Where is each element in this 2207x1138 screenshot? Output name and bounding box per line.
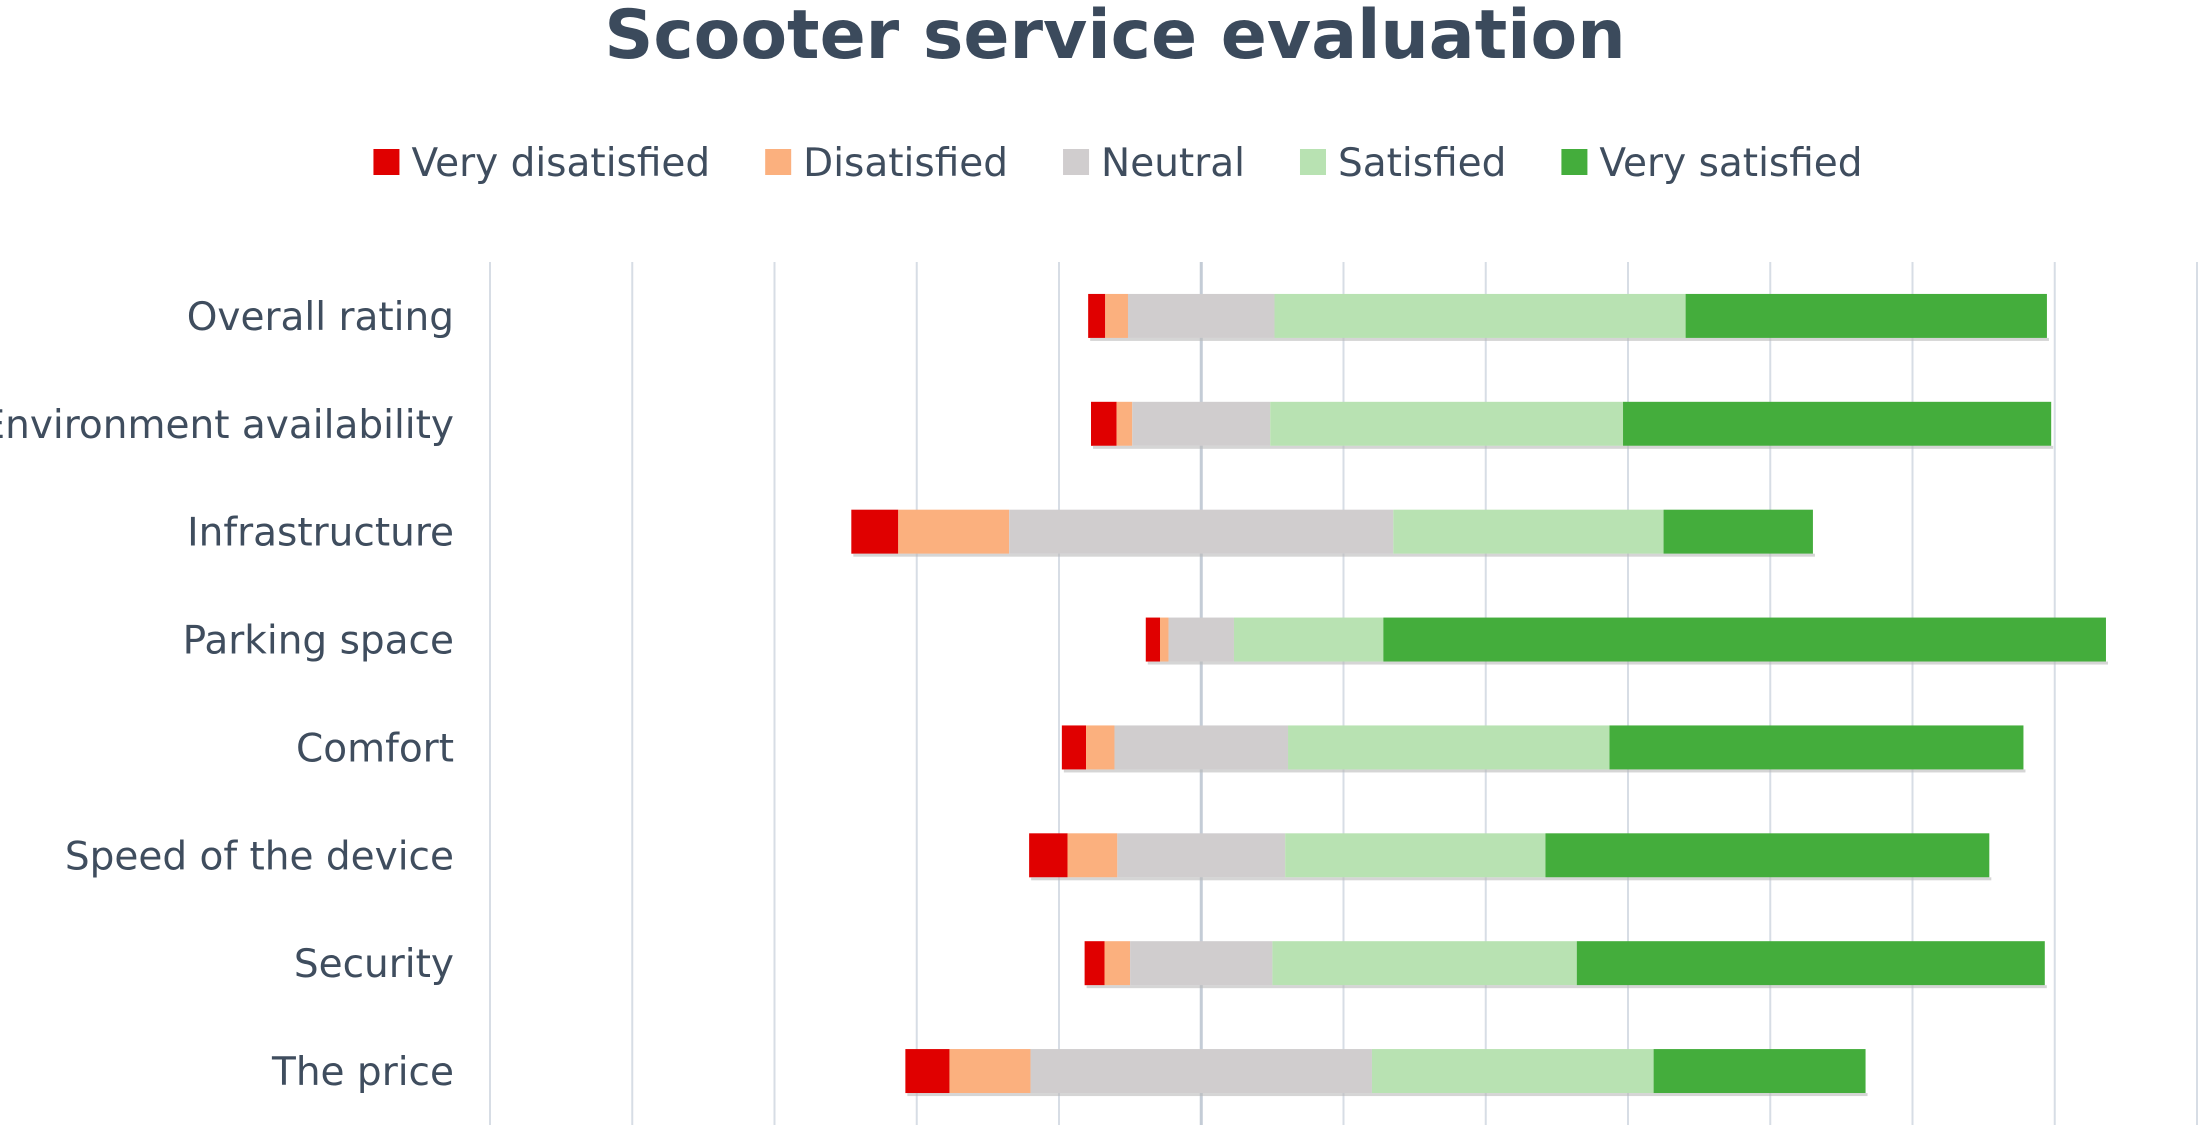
legend: Very disatisfied Disatisfied Neutral Satisf… bbox=[373, 141, 1863, 186]
legend-item: Satisfied bbox=[1299, 141, 1506, 186]
bar-segment-very-satisfied bbox=[1663, 509, 1813, 554]
bar-segment-very-disatisfied bbox=[1145, 617, 1160, 662]
bar-segment-very-disatisfied bbox=[1088, 293, 1106, 338]
legend-label: Very satisfied bbox=[1599, 141, 1862, 186]
bar-segment-satisfied bbox=[1371, 1049, 1654, 1094]
bar-row bbox=[851, 509, 1815, 557]
legend-swatch bbox=[765, 149, 792, 175]
bars bbox=[851, 293, 2108, 1097]
bar-row bbox=[1084, 941, 2047, 989]
bar-segment-disatisfied bbox=[1086, 725, 1115, 770]
bar-shadow bbox=[907, 1093, 1868, 1097]
bar-segment-satisfied bbox=[1285, 833, 1546, 878]
bar-segment-very-satisfied bbox=[1653, 1049, 1866, 1094]
category-label: Comfort bbox=[296, 726, 454, 771]
legend-swatch bbox=[1299, 149, 1326, 175]
legend-label: Disatisfied bbox=[803, 141, 1008, 186]
bar-segment-very-disatisfied bbox=[1091, 401, 1117, 446]
bar-segment-very-satisfied bbox=[1383, 617, 2106, 662]
bar-segment-very-satisfied bbox=[1609, 725, 2024, 770]
bar-segment-neutral bbox=[1130, 941, 1273, 986]
legend-label: Very disatisfied bbox=[411, 141, 710, 186]
bar-segment-very-disatisfied bbox=[905, 1049, 950, 1094]
bar-segment-neutral bbox=[1009, 509, 1394, 554]
bar-segment-very-satisfied bbox=[1576, 941, 2045, 986]
bar-segment-very-satisfied bbox=[1685, 293, 2047, 338]
legend-item: Disatisfied bbox=[765, 141, 1008, 186]
bar-segment-neutral bbox=[1168, 617, 1234, 662]
bar-segment-disatisfied bbox=[1116, 401, 1133, 446]
gridlines bbox=[489, 262, 2198, 1125]
bar-segment-very-satisfied bbox=[1545, 833, 1990, 878]
bar-segment-satisfied bbox=[1393, 509, 1664, 554]
bar-row bbox=[1145, 617, 2108, 665]
bar-shadow bbox=[1086, 985, 2047, 989]
bar-segment-very-disatisfied bbox=[1061, 725, 1087, 770]
bar-segment-neutral bbox=[1127, 293, 1275, 338]
bar-segment-neutral bbox=[1030, 1049, 1372, 1094]
bar-segment-disatisfied bbox=[1159, 617, 1169, 662]
legend-item: Very satisfied bbox=[1561, 141, 1863, 186]
bar-segment-disatisfied bbox=[1105, 293, 1128, 338]
bar-shadow bbox=[1093, 445, 2054, 449]
bar-segment-disatisfied bbox=[949, 1049, 1031, 1094]
bar-segment-neutral bbox=[1117, 833, 1286, 878]
category-labels: Overall rating Environment availability In… bbox=[0, 295, 454, 1095]
bar-shadow bbox=[1031, 877, 1992, 881]
bar-segment-very-disatisfied bbox=[851, 509, 899, 554]
category-label: Environment availability bbox=[0, 403, 454, 448]
bar-segment-very-disatisfied bbox=[1084, 941, 1105, 986]
category-label: Speed of the device bbox=[65, 834, 454, 879]
bar-segment-very-satisfied bbox=[1623, 401, 2052, 446]
chart-title: Scooter service evaluation bbox=[604, 0, 1625, 75]
legend-swatch bbox=[1561, 149, 1588, 175]
bar-shadow bbox=[853, 553, 1815, 557]
bar-segment-disatisfied bbox=[1067, 833, 1118, 878]
bar-segment-disatisfied bbox=[1104, 941, 1131, 986]
legend-label: Satisfied bbox=[1338, 141, 1506, 186]
bar-segment-neutral bbox=[1114, 725, 1289, 770]
bar-row bbox=[1091, 401, 2054, 449]
bar-segment-satisfied bbox=[1270, 401, 1624, 446]
bar-segment-satisfied bbox=[1272, 941, 1577, 986]
legend-item: Very disatisfied bbox=[373, 141, 710, 186]
category-label: Security bbox=[294, 942, 454, 987]
bar-segment-neutral bbox=[1132, 401, 1271, 446]
legend-swatch bbox=[373, 149, 400, 175]
legend-swatch bbox=[1063, 149, 1090, 175]
bar-shadow bbox=[1147, 661, 2108, 665]
bar-shadow bbox=[1090, 337, 2049, 341]
bar-segment-satisfied bbox=[1233, 617, 1384, 662]
bar-shadow bbox=[1063, 769, 2026, 773]
bar-row bbox=[1029, 833, 1992, 881]
category-label: Infrastructure bbox=[187, 511, 454, 556]
bar-segment-very-disatisfied bbox=[1029, 833, 1068, 878]
bar-segment-satisfied bbox=[1288, 725, 1610, 770]
legend-label: Neutral bbox=[1101, 141, 1245, 186]
bar-row bbox=[1061, 725, 2026, 773]
bar-segment-satisfied bbox=[1274, 293, 1686, 338]
category-label: The price bbox=[271, 1050, 454, 1095]
bar-row bbox=[1088, 293, 2049, 341]
bar-row bbox=[905, 1049, 1868, 1097]
category-label: Overall rating bbox=[187, 295, 454, 340]
bar-segment-disatisfied bbox=[898, 509, 1010, 554]
legend-item: Neutral bbox=[1063, 141, 1245, 186]
category-label: Parking space bbox=[183, 619, 454, 664]
